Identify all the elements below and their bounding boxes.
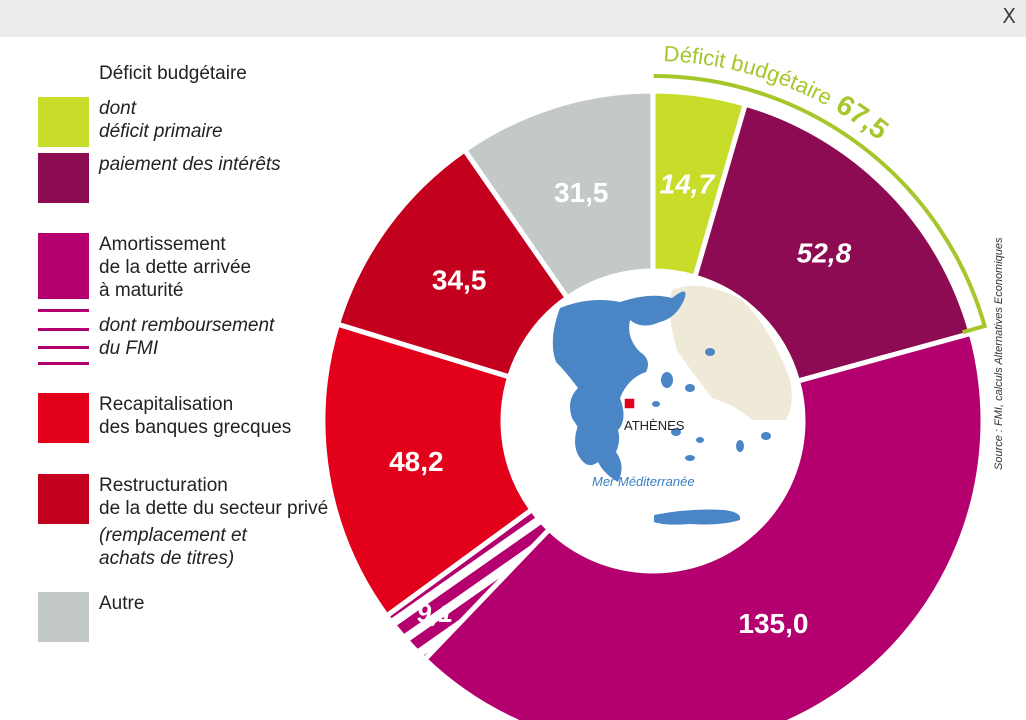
slice-value-label: 52,8 [797, 238, 852, 269]
legend-item-amortization: Amortissement de la dette arrivée à matu… [38, 233, 358, 303]
window-title-bar: X [0, 0, 1026, 37]
bracket-arc [653, 74, 988, 335]
legend-label-other: Autre [99, 593, 145, 614]
turkey-landmass [670, 285, 792, 420]
legend-item-other: Autre [38, 592, 358, 642]
crete-island [654, 509, 741, 525]
legend-swatch-restructuring [38, 474, 89, 524]
legend-item-primary-deficit: dont déficit primaire [38, 97, 358, 147]
athens-marker [623, 397, 636, 410]
donut-slice [320, 320, 536, 620]
legend-swatch-banks [38, 393, 89, 443]
slice-value-label: 9,1 [417, 598, 453, 628]
donut-slice [461, 88, 656, 302]
donut-slice [421, 330, 986, 720]
source-note: Source : FMI, calculs Alternatives Econo… [993, 237, 1005, 470]
close-button[interactable]: X [1002, 4, 1016, 28]
legend-title: Déficit budgétaire [99, 63, 247, 84]
legend-item-restructuring: Restructuration de la dette du secteur p… [38, 474, 358, 574]
legend-swatch-other [38, 592, 89, 642]
legend-label-amortization: Amortissement de la dette arrivée à matu… [99, 234, 252, 301]
sea-north-label: Mer Egée [646, 330, 678, 361]
legend-item-imf: dont remboursement du FMI [38, 306, 358, 366]
slice-value-label: 48,2 [389, 446, 444, 477]
legend-label-imf: dont remboursement du FMI [99, 315, 275, 359]
sea-south-label: Mer Méditerranée [592, 474, 695, 489]
legend-item-banks: Recapitalisation des banques grecques [38, 393, 358, 443]
legend-item-interest: paiement des intérêts [38, 153, 358, 203]
legend-label-banks: Recapitalisation des banques grecques [99, 394, 292, 438]
legend-label-primary-deficit: dont déficit primaire [99, 98, 223, 142]
legend-swatch-primary-deficit [38, 97, 89, 147]
legend-swatch-interest [38, 153, 89, 203]
legend-swatch-amortization [38, 233, 89, 299]
slice-value-label: 34,5 [432, 264, 487, 295]
legend-label-interest: paiement des intérêts [99, 154, 281, 175]
slice-value-label: 135,0 [738, 608, 808, 639]
city-label: ATHÈNES [624, 418, 685, 433]
legend-label-restructuring-note: (remplacement et achats de titres) [99, 525, 247, 569]
greece-map: Mer Egée ATHÈNES Mer Méditerranée [505, 273, 801, 569]
slice-value-label: 31,5 [554, 177, 609, 208]
greece-peninsula [575, 416, 622, 482]
donut-slice [334, 146, 571, 381]
slice-value-label: 14,7 [660, 168, 716, 199]
aegean-islands [652, 348, 771, 461]
legend-label-restructuring: Restructuration de la dette du secteur p… [99, 475, 329, 519]
